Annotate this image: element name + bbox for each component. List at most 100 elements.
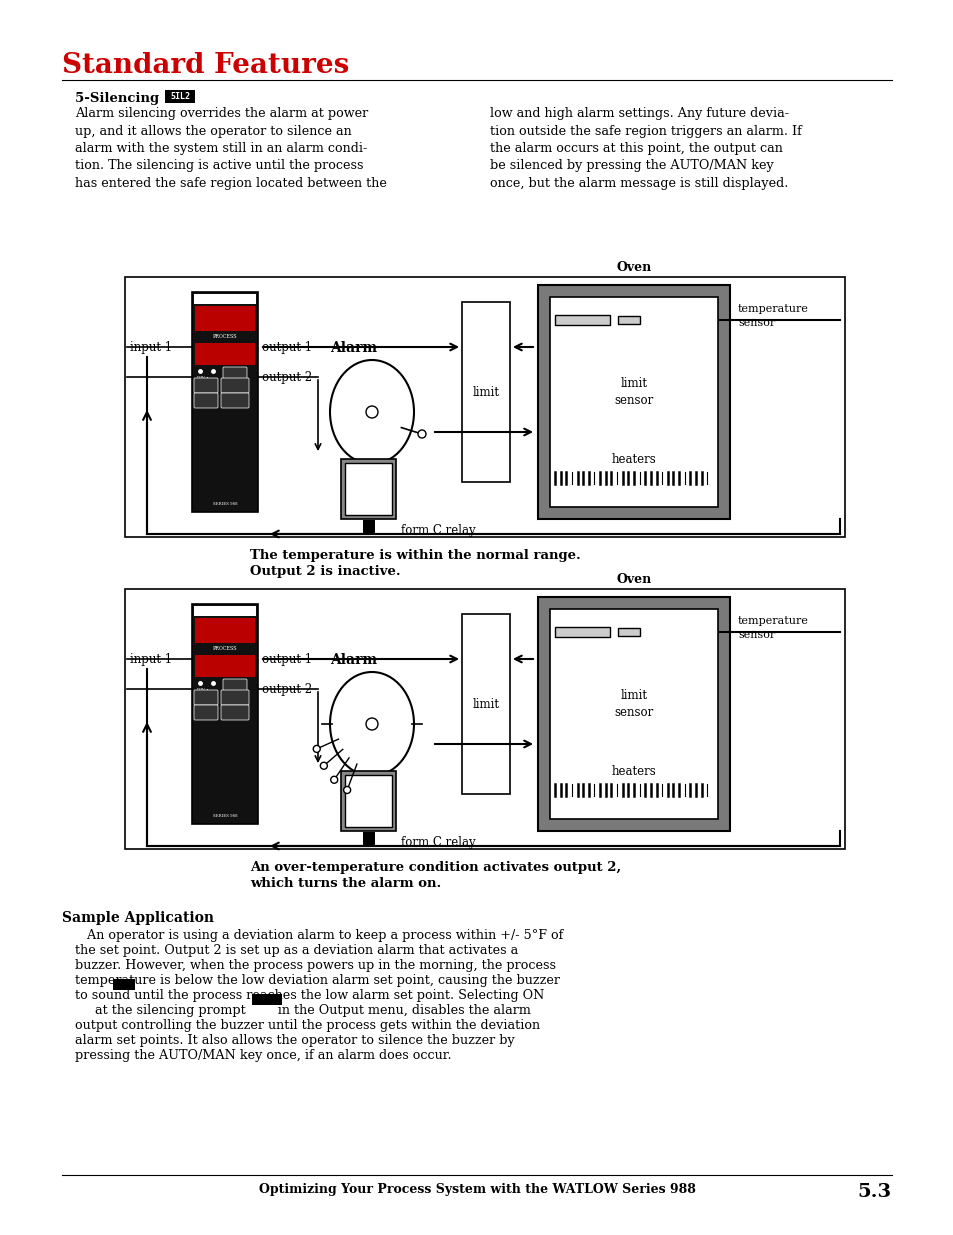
- Circle shape: [331, 777, 337, 783]
- FancyBboxPatch shape: [223, 367, 247, 380]
- Bar: [550, 609, 718, 819]
- Bar: [192, 291, 257, 513]
- Bar: [618, 629, 639, 636]
- Bar: [345, 776, 392, 827]
- Text: output 2: output 2: [262, 370, 312, 384]
- Text: output 1: output 1: [262, 652, 312, 666]
- Text: limit
sensor: limit sensor: [614, 377, 653, 408]
- Bar: [537, 597, 729, 831]
- Text: Sample Application: Sample Application: [62, 911, 213, 925]
- Text: Output 2 is inactive.: Output 2 is inactive.: [250, 564, 400, 578]
- Text: at the silencing prompt        in the Output menu, disables the alarm: at the silencing prompt in the Output me…: [75, 1004, 530, 1016]
- Text: limit: limit: [472, 385, 499, 399]
- Text: form C relay: form C relay: [401, 836, 476, 848]
- FancyBboxPatch shape: [193, 378, 218, 393]
- Text: Alarm: Alarm: [330, 653, 377, 667]
- Text: Alarm: Alarm: [330, 341, 377, 354]
- Text: PROCESS: PROCESS: [213, 335, 237, 340]
- Text: to sound until the process reaches the low alarm set point. Selecting ON: to sound until the process reaches the l…: [75, 989, 544, 1002]
- Text: limit
sensor: limit sensor: [614, 689, 653, 719]
- FancyBboxPatch shape: [193, 393, 218, 408]
- Bar: [125, 277, 844, 537]
- Circle shape: [320, 762, 327, 769]
- Text: 5-Silencing: 5-Silencing: [75, 91, 164, 105]
- Bar: [618, 316, 639, 324]
- Circle shape: [343, 787, 351, 793]
- Bar: [252, 994, 282, 1005]
- Text: 5IL2: 5IL2: [257, 995, 276, 1004]
- FancyBboxPatch shape: [221, 378, 249, 393]
- Bar: [193, 606, 255, 616]
- Text: ▼: ▼: [202, 396, 210, 406]
- Text: ▼: ▼: [202, 708, 210, 718]
- Bar: [194, 618, 254, 643]
- Text: MODE: MODE: [229, 711, 241, 715]
- Text: SERIES 988: SERIES 988: [213, 501, 237, 506]
- Bar: [555, 315, 609, 325]
- FancyBboxPatch shape: [193, 690, 218, 705]
- FancyBboxPatch shape: [193, 705, 218, 720]
- FancyBboxPatch shape: [221, 393, 249, 408]
- Text: limit: limit: [472, 698, 499, 710]
- Text: Standard Features: Standard Features: [62, 52, 349, 79]
- Bar: [341, 771, 396, 831]
- Text: Oven: Oven: [616, 261, 651, 274]
- Text: PROCESS: PROCESS: [213, 646, 237, 652]
- Bar: [363, 520, 375, 534]
- Text: An operator is using a deviation alarm to keep a process within +/- 5°F of: An operator is using a deviation alarm t…: [75, 929, 563, 942]
- Circle shape: [313, 746, 320, 752]
- Text: AUTO
MAN: AUTO MAN: [230, 694, 240, 703]
- Text: An over-temperature condition activates output 2,: An over-temperature condition activates …: [250, 861, 620, 874]
- Text: DIV •
% OUT •: DIV • % OUT •: [196, 375, 215, 385]
- Bar: [112, 979, 135, 990]
- Text: temperature
sensor: temperature sensor: [738, 304, 808, 327]
- Bar: [345, 463, 392, 515]
- Bar: [555, 627, 609, 637]
- Text: low and high alarm settings. Any future devia-
tion outside the safe region trig: low and high alarm settings. Any future …: [490, 107, 801, 190]
- Bar: [461, 303, 510, 482]
- Text: input 1: input 1: [130, 341, 172, 353]
- Text: 988: 988: [212, 347, 238, 362]
- Ellipse shape: [330, 359, 414, 464]
- Text: output controlling the buzzer until the process gets within the deviation: output controlling the buzzer until the …: [75, 1019, 539, 1032]
- Text: SERIES 988: SERIES 988: [213, 814, 237, 818]
- Bar: [461, 614, 510, 794]
- Text: temperature is below the low deviation alarm set point, causing the buzzer: temperature is below the low deviation a…: [75, 974, 559, 987]
- Text: Optimizing Your Process System with the WATLOW Series 988: Optimizing Your Process System with the …: [258, 1183, 695, 1195]
- Text: buzzer. However, when the process powers up in the morning, the process: buzzer. However, when the process powers…: [75, 960, 556, 972]
- Text: 988: 988: [212, 658, 238, 673]
- Text: Alarm silencing overrides the alarm at power
up, and it allows the operator to s: Alarm silencing overrides the alarm at p…: [75, 107, 387, 190]
- Text: Oven: Oven: [616, 573, 651, 585]
- Circle shape: [366, 406, 377, 417]
- Circle shape: [366, 718, 377, 730]
- Text: 5IL2: 5IL2: [170, 91, 190, 101]
- FancyBboxPatch shape: [221, 705, 249, 720]
- Text: 988: 988: [209, 310, 241, 327]
- Text: ▲: ▲: [202, 693, 210, 703]
- Text: 988: 988: [209, 621, 241, 640]
- Text: input 1: input 1: [130, 652, 172, 666]
- FancyBboxPatch shape: [223, 679, 247, 692]
- Bar: [550, 296, 718, 508]
- Text: ▲: ▲: [202, 382, 210, 391]
- Text: output 1: output 1: [262, 341, 312, 353]
- FancyBboxPatch shape: [221, 690, 249, 705]
- Text: alarm set points. It also allows the operator to silence the buzzer by: alarm set points. It also allows the ope…: [75, 1034, 515, 1047]
- Text: AUTO
MAN: AUTO MAN: [230, 382, 240, 390]
- Text: 5.3: 5.3: [857, 1183, 891, 1200]
- Bar: [192, 604, 257, 824]
- Text: DISPLAY: DISPLAY: [227, 684, 243, 688]
- Ellipse shape: [330, 672, 414, 776]
- Text: heaters: heaters: [611, 764, 656, 778]
- Text: the set point. Output 2 is set up as a deviation alarm that activates a: the set point. Output 2 is set up as a d…: [75, 944, 517, 957]
- Text: DISPLAY: DISPLAY: [227, 372, 243, 375]
- Text: heaters: heaters: [611, 453, 656, 466]
- Bar: [193, 294, 255, 304]
- Text: pressing the AUTO/MAN key once, if an alarm does occur.: pressing the AUTO/MAN key once, if an al…: [75, 1049, 451, 1062]
- Text: output 2: output 2: [262, 683, 312, 695]
- Circle shape: [417, 430, 426, 438]
- Bar: [165, 90, 194, 103]
- Bar: [194, 306, 254, 331]
- Text: WATLOW: WATLOW: [211, 609, 239, 614]
- Bar: [537, 285, 729, 519]
